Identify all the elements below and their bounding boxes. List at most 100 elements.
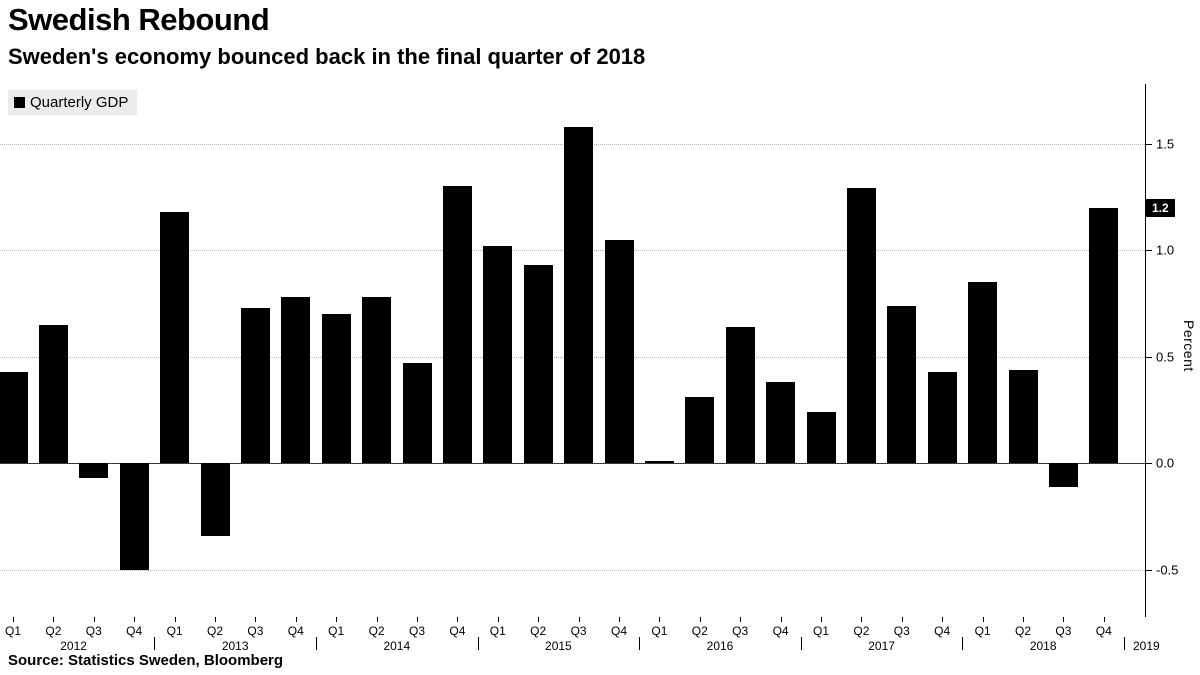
x-tick-label: Q1 bbox=[812, 624, 830, 638]
x-tick bbox=[861, 617, 863, 622]
x-tick bbox=[295, 617, 297, 622]
bar-q2-2013 bbox=[200, 463, 230, 536]
x-tick bbox=[942, 617, 944, 622]
bar-q2-2015 bbox=[523, 265, 553, 464]
x-tick-label: Q1 bbox=[4, 624, 22, 638]
x-tick-label: Q3 bbox=[85, 624, 102, 638]
bar-q1-2014 bbox=[321, 314, 351, 464]
bar-q2-2017 bbox=[846, 188, 876, 464]
chart-subtitle: Sweden's economy bounced back in the fin… bbox=[8, 44, 646, 69]
x-tick bbox=[619, 617, 620, 622]
y-tick bbox=[1146, 356, 1152, 358]
y-tick bbox=[1146, 250, 1152, 252]
y-tick bbox=[1146, 570, 1152, 572]
year-separator bbox=[316, 637, 317, 650]
x-tick-label: Q3 bbox=[893, 624, 910, 638]
x-tick-label: Q4 bbox=[126, 624, 143, 638]
x-tick bbox=[659, 617, 661, 622]
y-tick-label: -0.5 bbox=[1156, 562, 1179, 578]
gridline bbox=[0, 570, 1145, 572]
x-tick bbox=[578, 617, 580, 622]
bar-q4-2018 bbox=[1089, 207, 1119, 464]
x-tick bbox=[457, 617, 459, 622]
x-tick-label: Q3 bbox=[570, 624, 587, 638]
x-tick bbox=[1103, 617, 1105, 622]
bar-q4-2012 bbox=[119, 463, 149, 571]
x-tick bbox=[1023, 617, 1024, 622]
bar-q3-2016 bbox=[725, 327, 755, 464]
y-tick bbox=[1146, 463, 1152, 465]
bar-q1-2017 bbox=[806, 412, 836, 464]
y-tick-label: 0.5 bbox=[1156, 349, 1175, 365]
year-label: 2017 bbox=[868, 639, 895, 653]
bar-q2-2018 bbox=[1008, 369, 1038, 464]
x-tick-label: Q4 bbox=[610, 624, 628, 638]
x-tick bbox=[174, 617, 176, 622]
year-label: 2019 bbox=[1133, 639, 1160, 653]
bar-q2-2012 bbox=[38, 324, 68, 464]
bar-q1-2013 bbox=[160, 211, 190, 464]
x-tick-label: Q4 bbox=[772, 624, 789, 638]
x-tick-label: Q3 bbox=[247, 624, 264, 638]
x-tick bbox=[740, 617, 742, 622]
x-tick-label: Q4 bbox=[1095, 624, 1112, 638]
x-tick bbox=[134, 617, 136, 622]
bar-q3-2018 bbox=[1048, 463, 1078, 487]
x-tick bbox=[13, 617, 14, 622]
source-note: Source: Statistics Sweden, Bloomberg bbox=[8, 652, 284, 669]
legend-label: Quarterly GDP bbox=[30, 94, 129, 111]
x-tick bbox=[336, 617, 338, 622]
y-axis-line bbox=[1145, 84, 1146, 617]
bar-q3-2012 bbox=[79, 463, 109, 479]
y-tick-label: 0.0 bbox=[1156, 455, 1175, 471]
x-tick-label: Q1 bbox=[166, 624, 183, 638]
year-label: 2016 bbox=[706, 639, 734, 653]
x-tick-label: Q1 bbox=[489, 624, 506, 638]
x-tick-label: Q4 bbox=[449, 624, 466, 638]
x-tick-label: Q2 bbox=[691, 624, 708, 638]
x-tick bbox=[497, 617, 499, 622]
bar-q1-2016 bbox=[644, 461, 674, 464]
zero-line bbox=[0, 463, 1145, 465]
x-tick bbox=[53, 617, 55, 622]
chart-title: Swedish Rebound bbox=[8, 2, 270, 37]
x-tick-label: Q4 bbox=[287, 624, 304, 638]
x-tick-label: Q2 bbox=[368, 624, 385, 638]
bar-q3-2013 bbox=[240, 307, 270, 464]
legend: Quarterly GDP bbox=[8, 90, 138, 115]
bar-q1-2018 bbox=[968, 282, 998, 464]
x-tick-label: Q1 bbox=[328, 624, 345, 638]
year-separator bbox=[639, 637, 641, 650]
year-label: 2013 bbox=[221, 639, 249, 653]
x-tick bbox=[1063, 617, 1065, 622]
year-label: 2014 bbox=[383, 639, 411, 653]
x-tick bbox=[215, 617, 216, 622]
x-tick-label: Q2 bbox=[1014, 624, 1032, 638]
x-tick-label: Q2 bbox=[853, 624, 870, 638]
bar-q2-2016 bbox=[685, 397, 715, 464]
bar-q3-2014 bbox=[402, 363, 432, 464]
legend-swatch-icon bbox=[14, 97, 25, 108]
x-tick-label: Q2 bbox=[45, 624, 62, 638]
x-tick bbox=[93, 617, 95, 622]
x-tick-label: Q1 bbox=[974, 624, 991, 638]
y-tick-label: 1.5 bbox=[1156, 136, 1175, 152]
bar-q4-2015 bbox=[604, 239, 634, 464]
x-tick bbox=[821, 617, 822, 622]
year-separator bbox=[477, 637, 479, 650]
year-label: 2012 bbox=[60, 639, 87, 653]
bar-q3-2015 bbox=[564, 126, 594, 464]
year-separator bbox=[1124, 637, 1125, 650]
x-tick-label: Q3 bbox=[408, 624, 426, 638]
y-axis-title: Percent bbox=[1181, 320, 1197, 372]
x-tick-label: Q2 bbox=[206, 624, 224, 638]
bar-q1-2012 bbox=[0, 371, 28, 464]
y-tick bbox=[1146, 143, 1152, 145]
year-separator bbox=[800, 637, 802, 650]
bar-q4-2016 bbox=[766, 382, 796, 464]
x-tick bbox=[780, 617, 782, 622]
bar-q4-2013 bbox=[281, 297, 311, 464]
x-tick bbox=[901, 617, 903, 622]
y-tick-label: 1.0 bbox=[1156, 242, 1175, 258]
